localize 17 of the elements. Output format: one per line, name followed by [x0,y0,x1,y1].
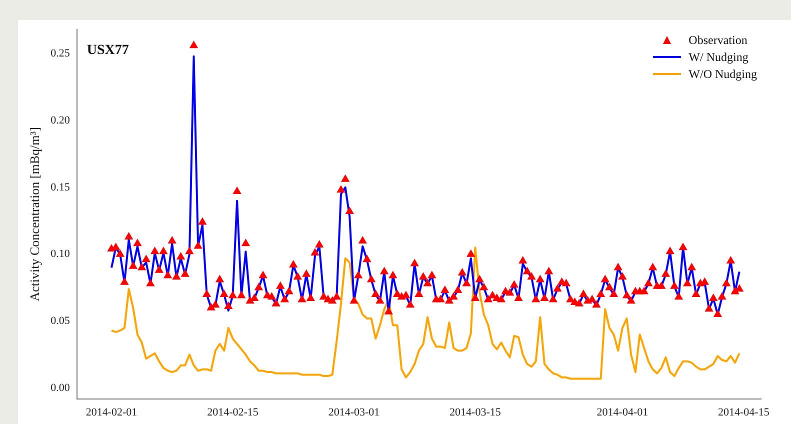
x-tick-label: 2014-04-01 [596,406,648,418]
x-tick-label: 2014-03-15 [450,406,502,418]
y-tick-label: 0.05 [50,315,70,328]
legend-label: W/ Nudging [688,48,748,66]
x-tick-label: 2014-02-01 [86,406,138,418]
text: USX77 [86,43,129,58]
y-tick-label: 0.25 [50,48,70,60]
x-tick-label: 2014-02-15 [207,406,259,418]
y-tick-label: 0.10 [50,248,70,260]
y-tick-label: 0.20 [50,114,70,126]
legend-label: Observation [688,32,748,49]
y-tick-label: 0.00 [50,382,70,394]
y-tick-label: 0.15 [50,181,70,194]
legend-label: W/O Nudging [688,66,757,83]
y-axis-title: Activity Concentration [mBq/m³] [27,127,42,302]
x-tick-label: 2014-03-01 [328,406,380,418]
x-tick-label: 2014-04-15 [718,406,770,418]
